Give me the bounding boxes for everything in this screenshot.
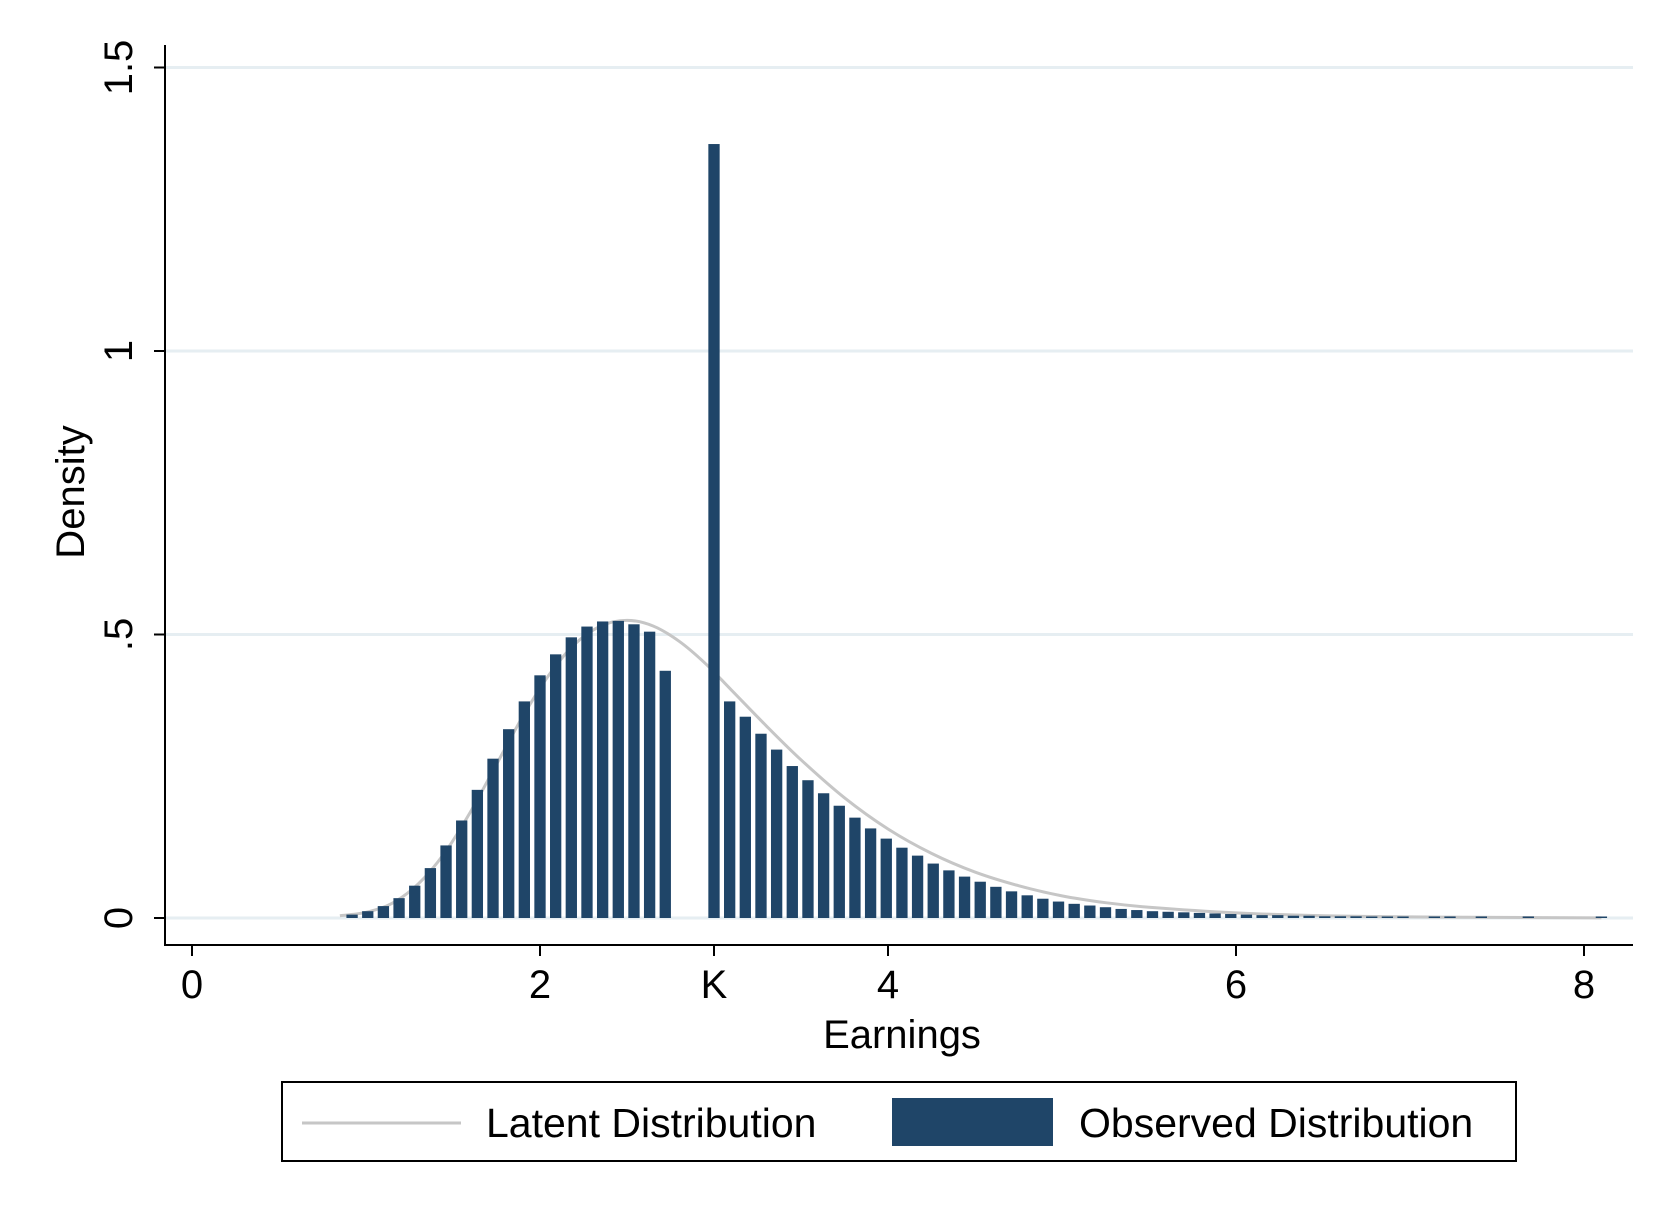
x-tick-label: K	[701, 963, 728, 1007]
observed-bar	[755, 733, 767, 918]
x-tick-label: 8	[1573, 963, 1595, 1007]
observed-bar	[1303, 915, 1315, 918]
observed-bar	[1225, 914, 1237, 918]
x-tick-label: 2	[529, 963, 551, 1007]
observed-bar	[424, 868, 437, 918]
observed-bar	[1068, 903, 1080, 918]
observed-bar	[1021, 895, 1033, 918]
observed-bar	[628, 624, 640, 918]
axes	[164, 45, 1633, 946]
observed-bar	[565, 637, 577, 918]
observed-bar	[1131, 910, 1143, 918]
observed-bar	[1287, 915, 1300, 918]
observed-bar	[456, 820, 468, 918]
observed-bar	[1272, 915, 1284, 918]
y-tick-label: 0	[97, 907, 141, 929]
observed-bar	[1052, 901, 1065, 918]
legend: Latent Distribution Observed Distributio…	[281, 1081, 1517, 1162]
observed-bar	[581, 626, 593, 918]
observed-bar	[943, 870, 955, 918]
y-ticks: 0 .5 1 1.5	[97, 40, 165, 929]
observed-bar	[440, 845, 452, 918]
observed-bar	[802, 780, 814, 918]
y-axis-title: Density	[49, 425, 93, 558]
observed-bar	[518, 701, 530, 918]
observed-bar	[596, 621, 609, 918]
observed-bar	[1350, 916, 1362, 918]
observed-bar	[817, 793, 830, 918]
observed-bar	[770, 749, 783, 918]
observed-bar	[643, 631, 656, 918]
observed-bar	[1256, 915, 1268, 918]
observed-bar	[503, 729, 515, 918]
observed-bar	[550, 654, 562, 918]
observed-bar	[1444, 916, 1456, 918]
observed-bar	[1428, 916, 1441, 918]
observed-bar	[1240, 914, 1253, 918]
observed-bar	[1005, 891, 1018, 918]
observed-bar	[1084, 905, 1096, 918]
x-tick-label: 0	[181, 963, 203, 1007]
observed-bar	[409, 885, 421, 918]
observed-bar	[1475, 916, 1487, 918]
observed-bar	[990, 886, 1002, 918]
observed-bar	[1381, 916, 1394, 918]
x-ticks: 0 2 K 4 6 8	[181, 945, 1595, 1007]
observed-bar	[786, 766, 798, 918]
observed-bar	[1099, 907, 1112, 918]
observed-bar	[1146, 911, 1159, 918]
observed-bar	[708, 144, 720, 919]
observed-bar	[833, 805, 845, 918]
observed-bar	[864, 828, 877, 918]
observed-bar	[393, 898, 405, 918]
legend-observed-bar-swatch	[892, 1098, 1053, 1146]
observed-distribution-bars	[346, 144, 1608, 919]
observed-bar	[487, 758, 499, 918]
observed-bar	[1522, 916, 1534, 918]
observed-bar	[534, 675, 546, 918]
observed-bar	[471, 789, 484, 918]
observed-bar	[1209, 913, 1221, 918]
observed-bar	[1115, 908, 1127, 918]
y-tick-label: 1	[97, 340, 141, 362]
observed-bar	[896, 847, 908, 918]
observed-bar	[1334, 916, 1347, 918]
legend-latent-label: Latent Distribution	[486, 1100, 816, 1146]
y-tick-label: .5	[97, 618, 141, 651]
observed-bar	[659, 670, 671, 918]
observed-bar	[346, 914, 358, 918]
observed-bar	[1319, 916, 1331, 918]
observed-bar	[1366, 916, 1378, 918]
observed-bar	[1037, 898, 1049, 918]
observed-bar	[849, 817, 861, 918]
legend-observed-label: Observed Distribution	[1079, 1100, 1473, 1146]
observed-bar	[927, 863, 939, 918]
observed-bar	[362, 911, 374, 918]
observed-bar	[1397, 916, 1409, 918]
observed-bar	[739, 716, 751, 918]
x-tick-label: 6	[1225, 963, 1247, 1007]
observed-bar	[612, 620, 624, 918]
observed-bar	[724, 701, 736, 918]
gridlines	[166, 66, 1633, 920]
observed-bar	[974, 881, 986, 918]
x-axis-title: Earnings	[823, 1013, 981, 1057]
observed-bar	[958, 876, 971, 918]
observed-bar	[377, 906, 390, 918]
y-tick-label: 1.5	[97, 40, 141, 96]
observed-bar	[1162, 911, 1174, 918]
observed-bar	[911, 855, 924, 918]
observed-bar	[1178, 912, 1190, 918]
observed-bar	[1595, 916, 1608, 918]
observed-bar	[1193, 912, 1206, 918]
x-tick-label: 4	[877, 963, 899, 1007]
observed-bar	[880, 838, 892, 918]
